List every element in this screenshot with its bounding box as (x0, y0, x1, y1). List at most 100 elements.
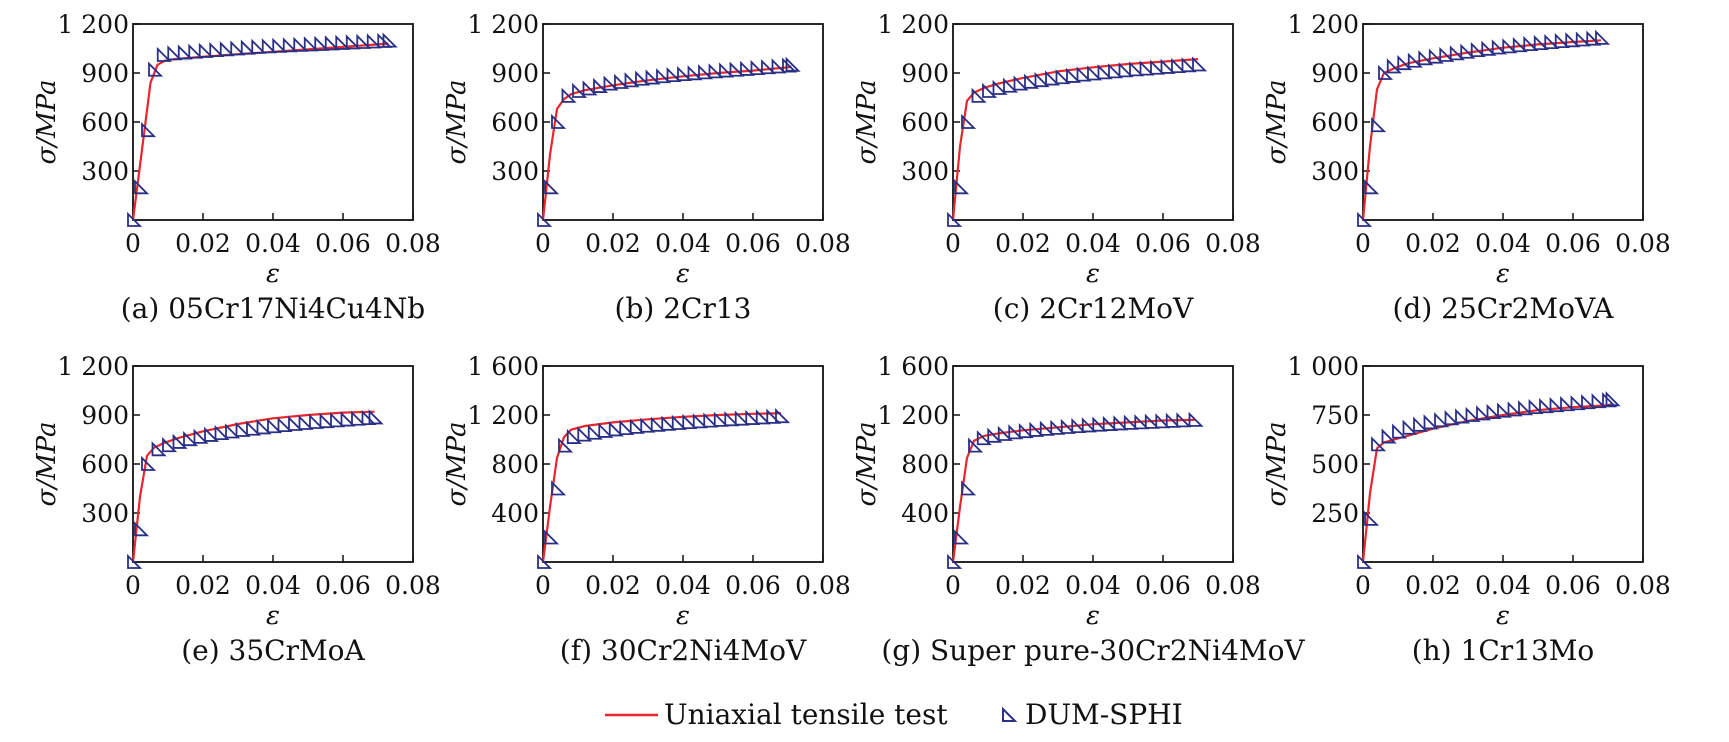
sim-marker (968, 437, 984, 453)
sim-marker (1081, 417, 1097, 433)
x-tick-label: 0 (535, 571, 551, 600)
sim-marker (314, 35, 330, 51)
sim-marker (1139, 60, 1155, 76)
sim-marker (614, 73, 630, 89)
x-tick-label: 0 (945, 571, 961, 600)
sim-marker (134, 179, 150, 195)
sim-marker (1160, 58, 1176, 74)
x-axis-label: ε (1086, 601, 1100, 631)
sim-marker (551, 480, 567, 496)
x-axis-label: ε (266, 259, 280, 289)
sim-marker (366, 33, 382, 49)
sim-marker (1087, 65, 1103, 81)
sim-marker (293, 36, 309, 52)
sim-marker (1045, 70, 1061, 86)
sim-marker (134, 521, 150, 537)
y-tick-label: 1 000 (1287, 352, 1359, 381)
sim-marker (141, 455, 157, 471)
x-tick-label: 0 (1355, 571, 1371, 600)
x-tick-label: 0.02 (995, 229, 1051, 258)
sim-marker (1392, 423, 1408, 439)
sim-marker (177, 44, 193, 60)
sim-marker (954, 179, 970, 195)
x-tick-label: 0.02 (175, 571, 231, 600)
sim-marker (251, 38, 267, 54)
sim-marker (298, 414, 314, 430)
sim-marker (1129, 61, 1145, 77)
sim-marker (1402, 419, 1418, 435)
sim-marker (537, 211, 553, 227)
sim-marker (677, 65, 693, 82)
y-tick-label: 900 (1311, 59, 1359, 88)
sim-marker (645, 69, 661, 85)
x-tick-label: 0.04 (245, 229, 301, 258)
panel-caption: (e) 35CrMoA (181, 634, 365, 667)
sim-marker (214, 424, 230, 441)
y-tick-label: 900 (81, 59, 129, 88)
sim-marker (209, 41, 225, 58)
sim-marker (272, 37, 288, 53)
sim-marker (1523, 35, 1539, 51)
sim-marker (1591, 393, 1607, 409)
sim-marker (1439, 46, 1455, 62)
sim-marker (162, 437, 178, 453)
x-tick-label: 0.04 (1475, 571, 1531, 600)
chart-panels: 0 0.02 0.04 0.06 0.08 300 600 900 1 200 ε σ/MPa (a)… (32, 10, 1671, 667)
sim-marker (1386, 58, 1402, 74)
sim-marker (267, 418, 283, 434)
sim-marker (729, 61, 745, 77)
sim-marker (703, 412, 719, 428)
y-tick-label: 900 (491, 59, 539, 88)
sim-marker (277, 416, 293, 433)
x-tick-label: 0.08 (1205, 571, 1261, 600)
sim-marker (1024, 73, 1040, 89)
sim-marker (1381, 428, 1397, 444)
sim-marker (1066, 67, 1082, 83)
sim-marker (577, 426, 593, 442)
y-tick-label: 250 (1311, 499, 1359, 528)
sim-marker (775, 408, 791, 424)
y-tick-label: 300 (901, 157, 949, 186)
panel-caption: (h) 1Cr13Mo (1412, 634, 1595, 667)
sim-marker (1150, 59, 1166, 75)
sim-marker (785, 56, 801, 72)
sim-marker (947, 211, 963, 227)
chart-panel-5: 0 0.02 0.04 0.06 0.08 300 600 900 1 200 ε σ/MPa (e)… (32, 352, 441, 667)
sim-marker (1123, 414, 1139, 430)
sim-marker (282, 37, 298, 53)
x-tick-label: 0.02 (175, 229, 231, 258)
sim-marker (351, 410, 367, 426)
sim-marker (382, 32, 398, 48)
plot-frame (132, 365, 414, 563)
y-tick-label: 1 200 (877, 10, 949, 39)
sim-marker (1413, 416, 1429, 432)
sim-marker (127, 211, 143, 227)
x-tick-label: 0.04 (245, 571, 301, 600)
sim-marker (544, 179, 560, 195)
sim-marker (1476, 405, 1492, 421)
sim-marker (1371, 117, 1387, 133)
x-tick-label: 0.06 (1545, 571, 1601, 600)
chart-panel-3: 0 0.02 0.04 0.06 0.08 300 600 900 1 200 ε σ/MPa (c)… (852, 10, 1261, 325)
sim-marker (361, 409, 377, 426)
sim-marker (1465, 406, 1481, 422)
sim-marker (335, 34, 351, 50)
sim-marker (1449, 45, 1465, 61)
sim-marker (1444, 410, 1460, 426)
y-tick-label: 1 200 (467, 401, 539, 430)
panel-caption: (c) 2Cr12MoV (993, 292, 1194, 325)
sim-marker (608, 421, 624, 437)
sim-marker (1507, 401, 1523, 417)
chart-panel-1: 0 0.02 0.04 0.06 0.08 300 600 900 1 200 ε σ/MPa (a)… (32, 10, 441, 325)
y-tick-label: 1 600 (467, 352, 539, 381)
x-tick-label: 0.04 (655, 571, 711, 600)
x-tick-label: 0.04 (655, 229, 711, 258)
x-tick-label: 0.08 (1205, 229, 1261, 258)
sim-marker (1470, 41, 1486, 58)
sim-marker (188, 43, 204, 59)
sim-marker (1434, 412, 1450, 428)
sim-marker (661, 415, 677, 431)
sim-marker (319, 413, 335, 429)
sim-marker (1565, 32, 1581, 48)
y-tick-label: 1 200 (467, 10, 539, 39)
